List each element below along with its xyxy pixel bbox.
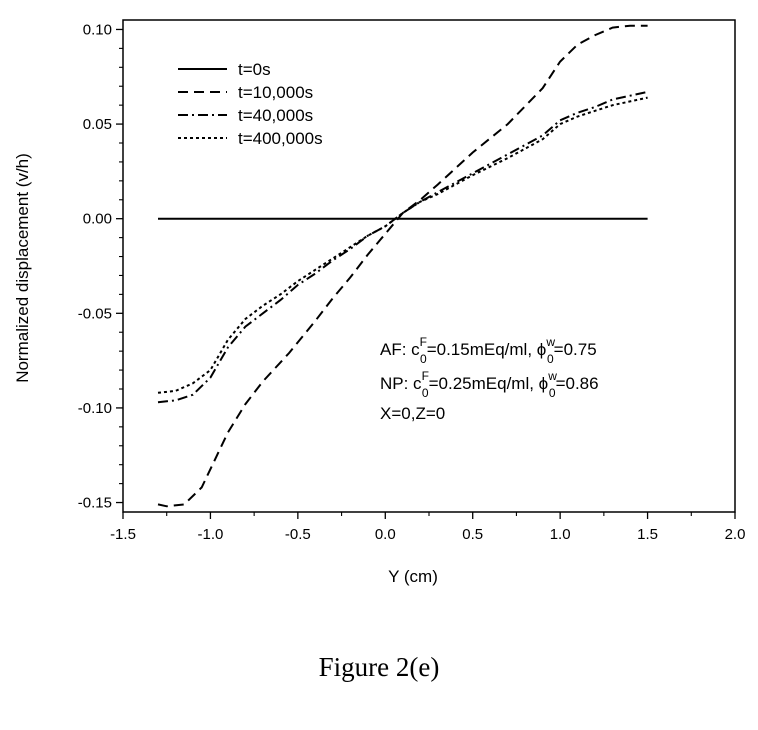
annotation-text: =0.15mEq/ml, ϕ: [427, 340, 547, 359]
legend-label-4: t=400,000s: [238, 129, 323, 148]
y-tick-label: 0.05: [83, 116, 112, 133]
y-tick-label: -0.10: [78, 400, 112, 417]
y-axis-label: Normalized displacement (v/h): [13, 153, 32, 383]
annotation-line-1: AF: cF 0=0.15mEq/ml, ϕw 0=0.75: [380, 335, 597, 366]
legend-label-2: t=10,000s: [238, 83, 313, 102]
annotation-text: NP: c: [380, 374, 422, 393]
x-tick-label: 0.5: [462, 526, 483, 543]
x-tick-label: 1.5: [637, 526, 658, 543]
x-tick-label: -1.5: [110, 526, 136, 543]
annotation-superscript: F: [422, 369, 429, 383]
figure-caption: Figure 2(e): [318, 652, 440, 682]
annotation-text: =0.25mEq/ml, ϕ: [429, 374, 549, 393]
axis-ticks: [116, 28, 736, 519]
legend: t=0s t=10,000s t=40,000s t=400,000s: [178, 60, 323, 148]
annotation-superscript: w: [545, 335, 555, 349]
x-tick-label: 2.0: [725, 526, 746, 543]
chart: -1.5 -1.0 -0.5 0.0 0.5 1.0 1.5 2.0 -0.15 -0.10 -0.…: [13, 19, 746, 586]
y-tick-label: -0.05: [78, 305, 112, 322]
y-tick-label: -0.15: [78, 495, 112, 512]
x-axis-label: Y (cm): [388, 567, 438, 586]
annotation-text: AF: c: [380, 340, 420, 359]
x-tick-label: 1.0: [550, 526, 571, 543]
annotation-subscript: 0: [422, 386, 429, 400]
legend-label-1: t=0s: [238, 60, 271, 79]
tick-labels: -1.5 -1.0 -0.5 0.0 0.5 1.0 1.5 2.0 -0.15 -0.10 -0.…: [78, 21, 746, 543]
y-tick-label: 0.10: [83, 21, 112, 38]
annotation-subscript: 0: [420, 352, 427, 366]
x-tick-label: -0.5: [285, 526, 311, 543]
annotation-superscript: F: [420, 335, 427, 349]
annotation-subscript: 0: [547, 352, 554, 366]
series-line-4: [157, 96, 648, 394]
annotation-text: =0.75: [554, 340, 597, 359]
annotation-line-3: X=0,Z=0: [380, 404, 445, 423]
legend-label-3: t=40,000s: [238, 106, 313, 125]
series-lines: [157, 24, 648, 508]
annotation-superscript: w: [547, 369, 557, 383]
x-tick-label: -1.0: [197, 526, 223, 543]
y-tick-label: 0.00: [83, 211, 112, 228]
x-tick-label: 0.0: [375, 526, 396, 543]
annotation-line-2: NP: cF 0=0.25mEq/ml, ϕw 0=0.86: [380, 369, 599, 400]
annotation-text: =0.86: [556, 374, 599, 393]
annotation-subscript: 0: [549, 386, 556, 400]
series-line-2: [157, 24, 648, 508]
